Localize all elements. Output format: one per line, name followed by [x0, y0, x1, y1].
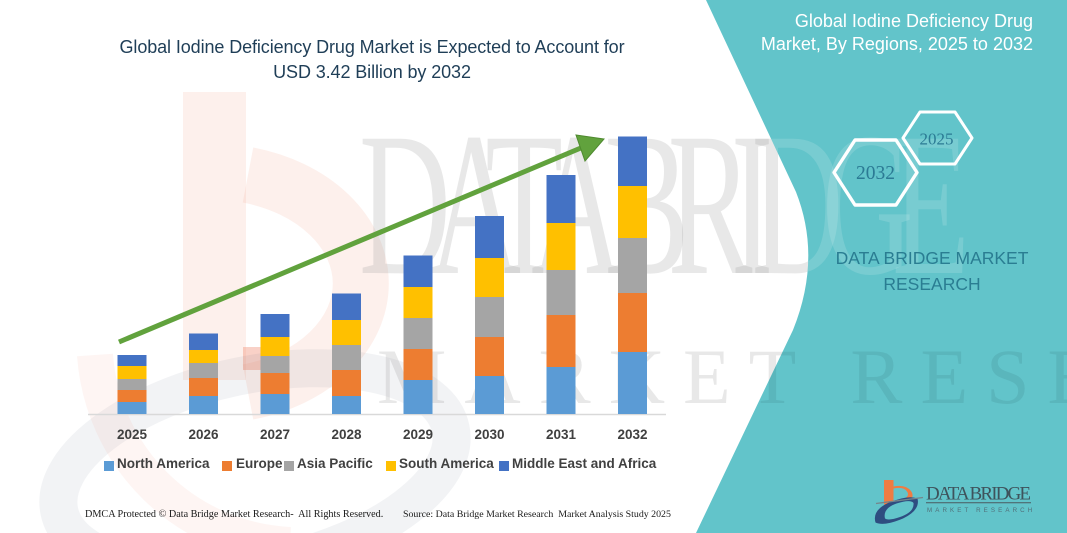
svg-text:2032: 2032 — [856, 163, 895, 184]
svg-text:DATA BRIDGE: DATA BRIDGE — [926, 484, 1031, 505]
svg-text:MARKET RESEARCH: MARKET RESEARCH — [927, 507, 1035, 514]
svg-text:2025: 2025 — [920, 130, 954, 149]
